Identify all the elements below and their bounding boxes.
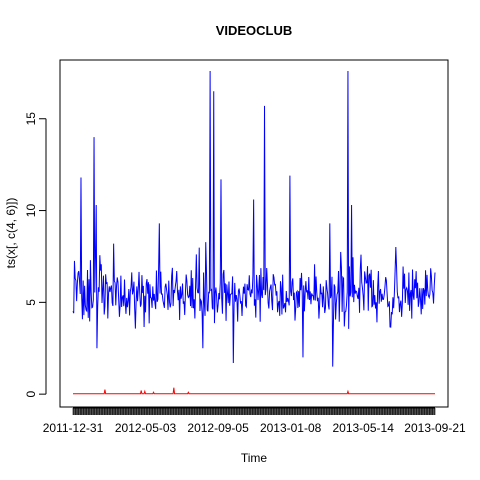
x-tick-label: 2012-09-05 [187,421,249,435]
x-tick-label: 2011-12-31 [43,421,104,435]
x-tick-label: 2012-05-03 [115,421,177,435]
y-tick-label: 10 [24,204,38,218]
y-tick-label: 5 [24,299,38,306]
y-tick-label: 0 [24,390,38,397]
x-tick-label: 2013-05-14 [332,421,394,435]
y-axis-label: ts(x[, c(4, 6)]) [4,198,18,269]
x-tick-label: 2013-01-08 [260,421,322,435]
y-axis: 0 5 10 15 [24,112,47,397]
series-layer [72,71,436,395]
x-tick-label: 2013-09-21 [404,421,466,435]
chart-title: VIDEOCLUB [216,23,293,38]
series-line-2 [73,387,435,395]
series-line-1 [72,71,436,367]
x-axis-label: Time [241,451,268,465]
y-tick-label: 15 [24,112,38,126]
plot-frame [59,59,449,408]
x-axis: 2011-12-31 2012-05-03 2012-09-05 2013-01-08… [43,407,466,435]
